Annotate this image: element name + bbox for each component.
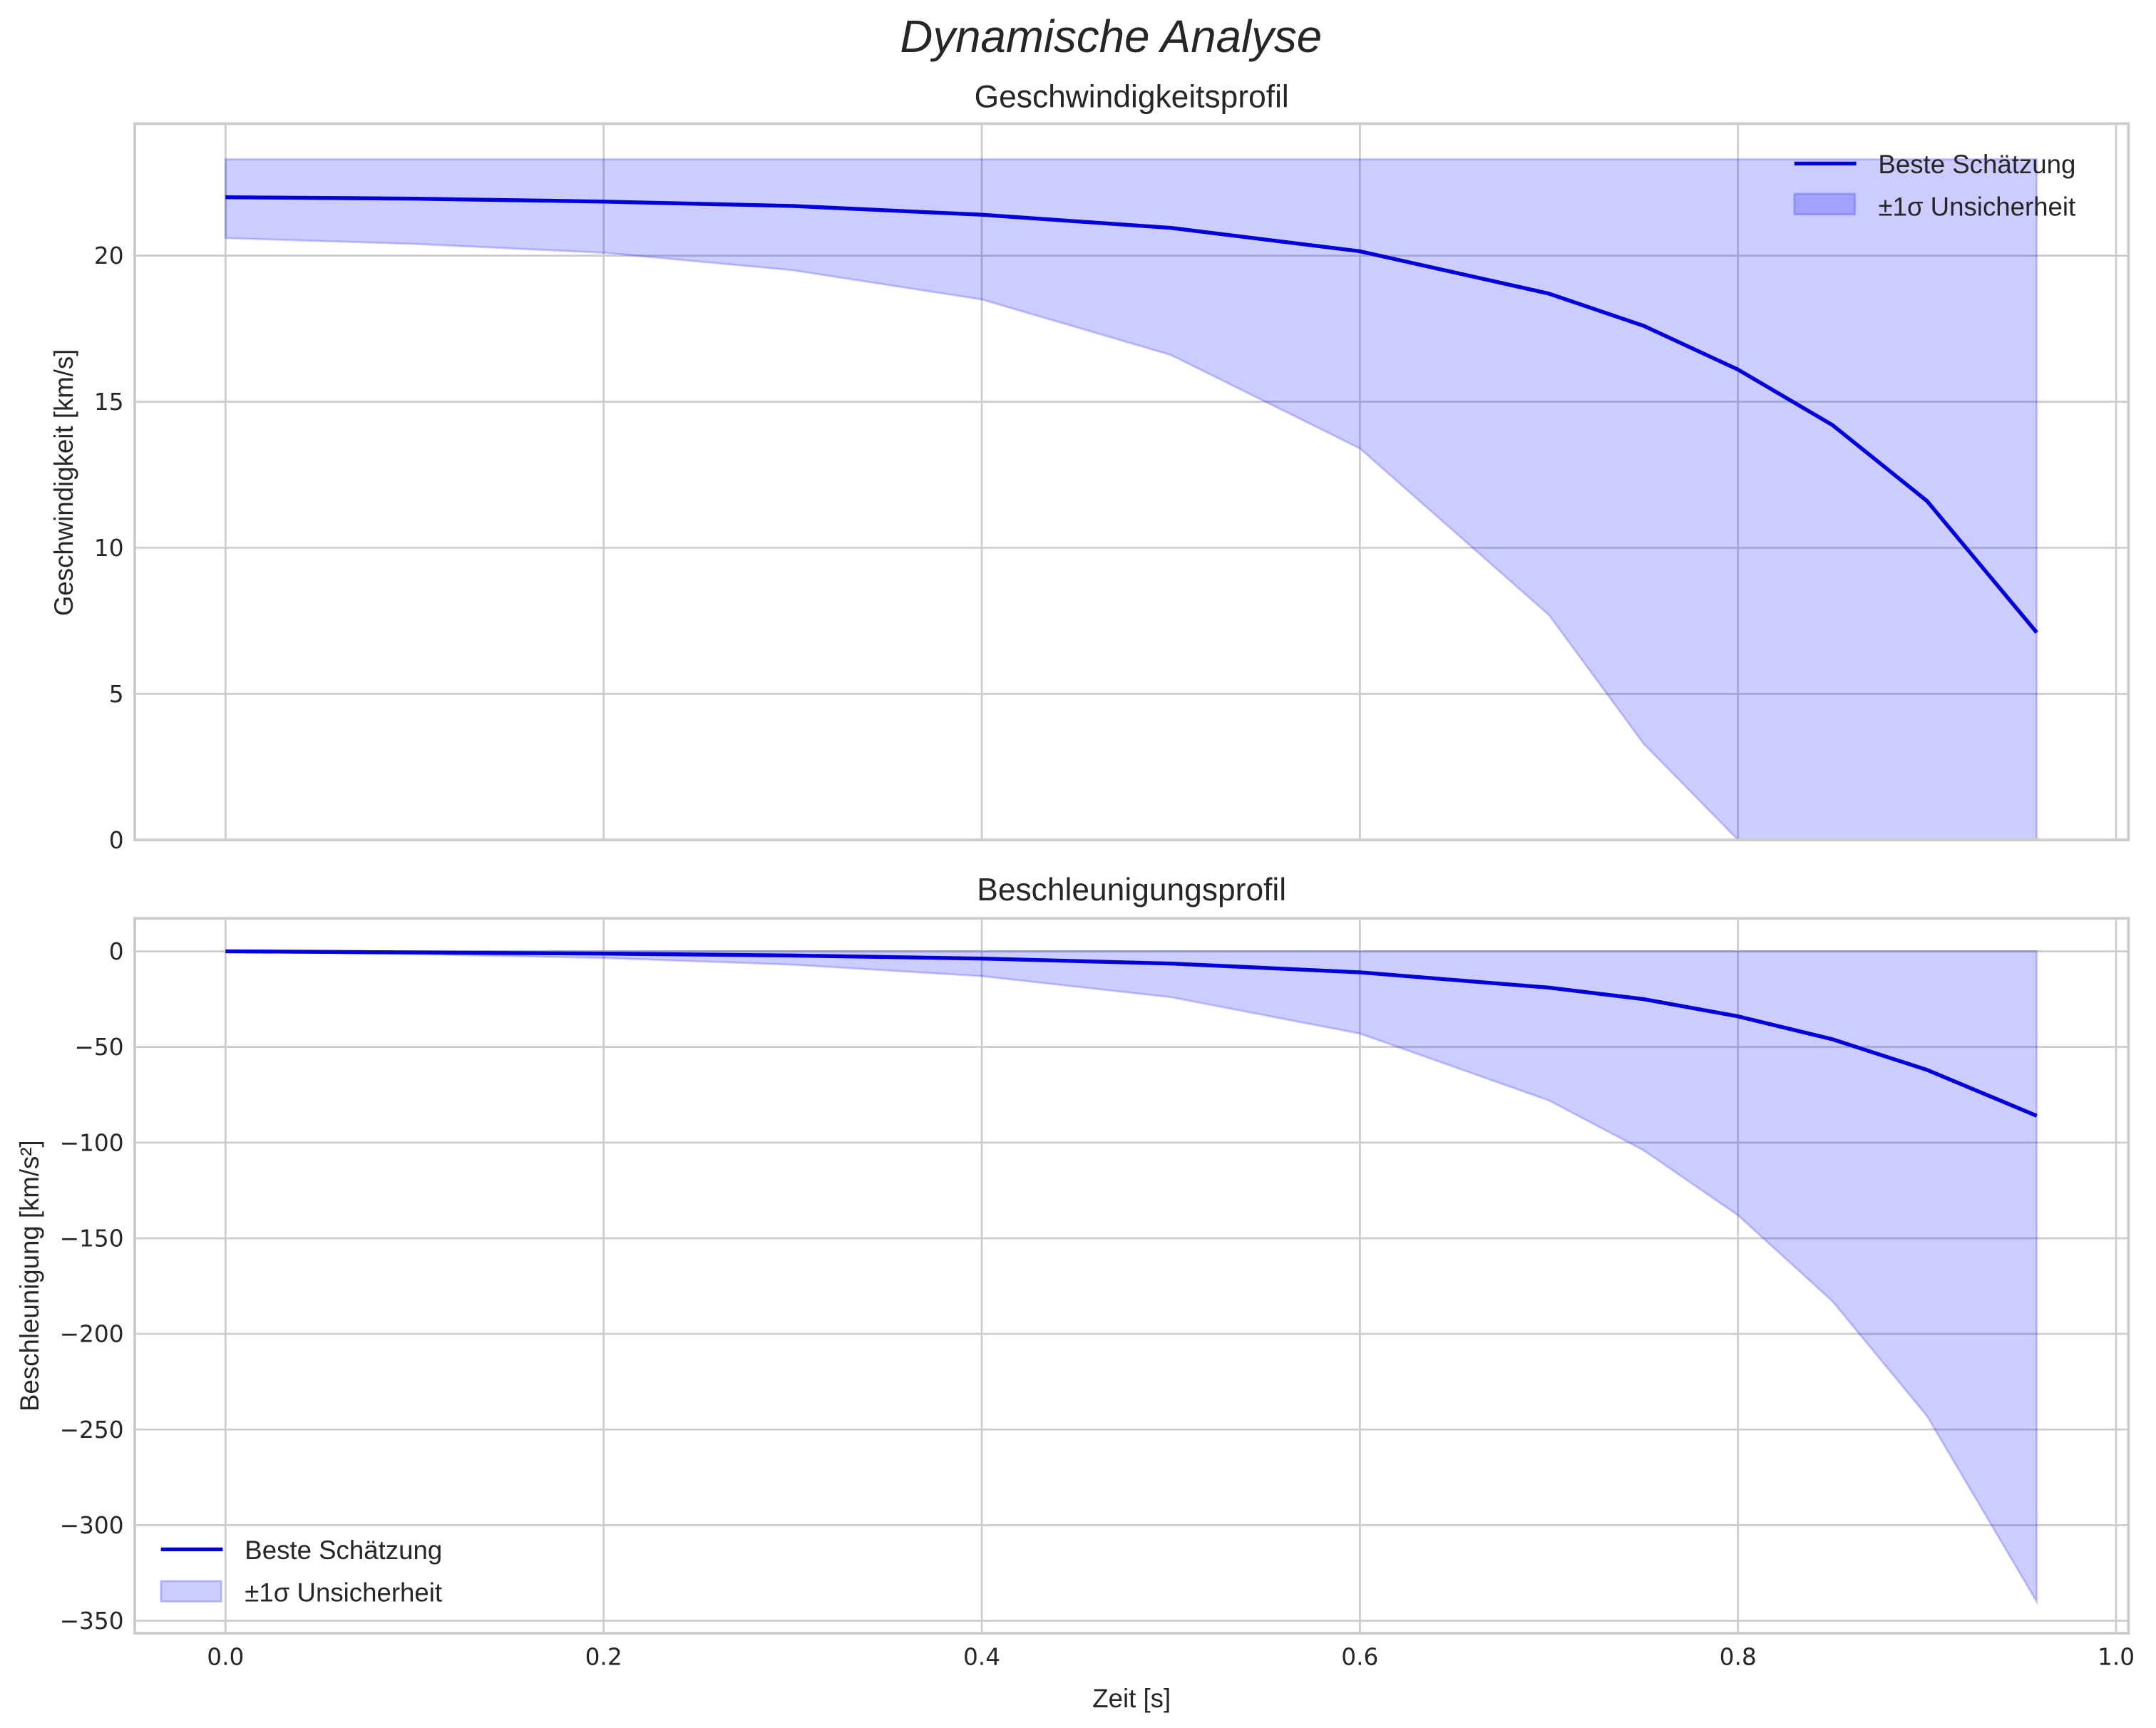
velocity-legend[interactable]: Beste Schätzung ±1σ Unsicherheit — [1793, 150, 2076, 222]
acceleration-legend[interactable]: Beste Schätzung ±1σ Unsicherheit — [160, 1536, 443, 1608]
legend-label-best-estimate: Beste Schätzung — [245, 1536, 442, 1565]
x-tick-label: 0.4 — [963, 1643, 1000, 1670]
acceleration-grid — [135, 918, 2129, 1634]
x-tick-label: 1.0 — [2098, 1643, 2135, 1670]
y-tick-label: 0 — [109, 938, 124, 965]
velocity-plot: Geschwindigkeitsprofil 0 5 10 15 20 Geschwin… — [49, 79, 2130, 854]
velocity-y-label: Geschwindigkeit [km/s] — [49, 349, 78, 617]
y-tick-label: −50 — [74, 1034, 123, 1061]
figure-suptitle: Dynamische Analyse — [900, 11, 1322, 62]
x-tick-label: 0.6 — [1341, 1643, 1378, 1670]
acceleration-best-estimate-line — [225, 949, 2038, 1118]
velocity-uncertainty-band — [224, 158, 2038, 841]
acceleration-plot-title: Beschleunigungsprofil — [977, 873, 1286, 907]
legend-band-swatch-icon — [160, 1580, 222, 1603]
acceleration-plot: Beschleunigungsprofil 0 −50 −100 −150 −200 −2… — [15, 873, 2135, 1713]
y-tick-label: 15 — [94, 389, 124, 416]
y-tick-label: −150 — [60, 1225, 124, 1253]
velocity-y-ticks: 0 5 10 15 20 — [94, 242, 124, 854]
y-tick-label: −100 — [60, 1129, 124, 1156]
x-tick-label: 0.0 — [207, 1643, 244, 1670]
x-ticks: 0.0 0.2 0.4 0.6 0.8 1.0 — [207, 1643, 2135, 1670]
velocity-best-estimate-line — [225, 195, 2038, 634]
x-tick-label: 0.8 — [1720, 1643, 1757, 1670]
y-tick-label: 0 — [109, 827, 124, 854]
legend-label-best-estimate: Beste Schätzung — [1878, 150, 2075, 179]
legend-label-uncertainty: ±1σ Unsicherheit — [245, 1578, 442, 1608]
y-tick-label: −350 — [60, 1608, 124, 1635]
x-tick-label: 0.2 — [585, 1643, 622, 1670]
y-tick-label: 5 — [109, 681, 124, 708]
y-tick-label: −300 — [60, 1512, 124, 1539]
y-tick-label: −250 — [60, 1416, 124, 1444]
legend-label-uncertainty: ±1σ Unsicherheit — [1878, 192, 2075, 222]
acceleration-y-ticks: 0 −50 −100 −150 −200 −250 −300 −350 — [60, 938, 124, 1635]
legend-band-swatch-icon — [1793, 192, 1857, 216]
velocity-plot-title: Geschwindigkeitsprofil — [975, 79, 1289, 114]
acceleration-axes-frame — [133, 917, 2130, 1635]
velocity-axes-frame — [133, 122, 2130, 842]
y-tick-label: −200 — [60, 1321, 124, 1348]
y-tick-label: 20 — [94, 242, 124, 269]
acceleration-uncertainty-band — [225, 950, 2038, 1606]
acceleration-y-label: Beschleunigung [km/s²] — [15, 1140, 44, 1411]
y-tick-label: 10 — [94, 535, 124, 562]
x-axis-label: Zeit [s] — [1092, 1684, 1171, 1713]
